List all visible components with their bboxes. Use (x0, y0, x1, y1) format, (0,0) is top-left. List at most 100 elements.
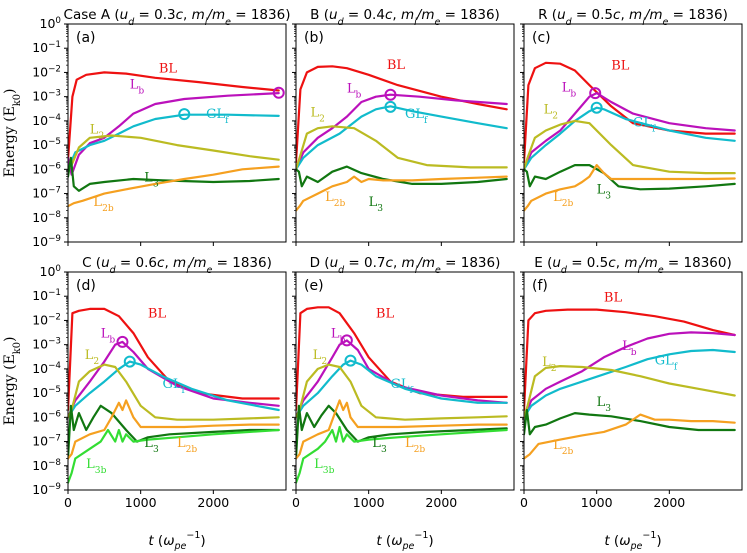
series-label-BL: BL (148, 307, 167, 322)
panel-letter: (b) (304, 30, 324, 46)
series-line-GLf (68, 113, 280, 171)
series-label-Lb: Lb (130, 77, 145, 96)
series-line-L2b (68, 399, 280, 460)
series-line-GLf (68, 360, 280, 419)
series-label-L2b: L2b (93, 195, 113, 214)
series-line-L2b (524, 413, 736, 460)
series-line-BL (68, 307, 280, 412)
chart-panel-3: R (ud = 0.5c, mi/me = 1836) BL Lb GLf L2 L3 L2… (520, 7, 743, 246)
peak-marker-GLf (344, 354, 357, 367)
series-label-Lb: Lb (101, 326, 116, 345)
series-label-Lb: Lb (622, 339, 637, 358)
plot-frame (67, 271, 287, 491)
series-line-L2 (296, 363, 508, 421)
x-axis-label: t (ωpe−1) (604, 530, 661, 552)
y-tick-label: 10−1 (32, 288, 61, 303)
series-line-L3 (524, 408, 736, 436)
series-label-L2b: L2b (325, 190, 345, 209)
y-tick-label: 10−2 (32, 312, 61, 327)
series-label-L2: L2 (313, 348, 327, 367)
series-line-L2b (68, 165, 280, 208)
series-line-L2b (296, 175, 508, 212)
series-label-L3: L3 (144, 436, 159, 455)
y-tick-label: 10−8 (32, 210, 61, 225)
series-label-BL: BL (604, 291, 623, 306)
y-tick-label: 100 (40, 264, 61, 279)
plot-frame (295, 271, 515, 491)
series-line-L2 (524, 365, 736, 419)
x-tick-label: 0 (520, 495, 528, 510)
series-label-BL: BL (159, 61, 178, 76)
series-label-L3b: L3b (314, 457, 334, 476)
plot-frame (523, 23, 743, 243)
series-line-L3 (296, 165, 508, 188)
series-line-L3b (68, 428, 280, 484)
series-label-L3: L3 (597, 395, 612, 414)
series-line-L3b (296, 425, 508, 484)
series-label-L2b: L2b (553, 190, 573, 209)
x-tick-label: 2000 (653, 495, 685, 510)
panel-title: R (ud = 0.5c, mi/me = 1836) (538, 7, 728, 28)
series-line-Lb (296, 93, 508, 171)
x-tick-label: 1000 (125, 495, 157, 510)
series-label-L2b: L2b (177, 436, 197, 455)
series-label-L2: L2 (544, 103, 558, 122)
series-label-Lb: Lb (347, 81, 362, 100)
panel-title: B (ud = 0.4c, mi/me = 1836) (310, 7, 500, 28)
series-label-L2: L2 (85, 348, 99, 367)
y-tick-label: 10−3 (32, 337, 61, 352)
y-tick-label: 10−9 (32, 482, 61, 497)
series-label-GLf: GLf (162, 377, 185, 396)
series-label-L2: L2 (311, 106, 325, 125)
panel-letter: (f) (532, 278, 548, 294)
y-axis-label: Energy (Ek0) (2, 337, 23, 426)
x-tick-label: 1000 (581, 495, 613, 510)
plot-frame (523, 271, 743, 491)
series-line-L3 (68, 156, 280, 192)
series-line-GLf (524, 106, 736, 171)
x-tick-label: 1000 (353, 495, 385, 510)
series-line-Lb (68, 91, 280, 176)
series-label-BL: BL (611, 59, 630, 74)
panel-title: Case A (ud = 0.3c, mi/me = 1836) (64, 7, 291, 28)
peak-marker-Lb (340, 334, 353, 347)
peak-marker-Lb (272, 86, 285, 99)
panel-letter: (e) (304, 278, 324, 294)
y-tick-label: 10−3 (32, 89, 61, 104)
y-axis-label: Energy (Ek0) (2, 89, 23, 178)
series-line-GLf (296, 105, 508, 171)
series-label-L2b: L2b (553, 438, 573, 457)
series-label-GLf: GLf (633, 115, 656, 134)
panel-letter: (a) (76, 30, 96, 46)
series-label-L3b: L3b (86, 457, 106, 476)
peak-marker-Lb (116, 335, 129, 348)
series-label-BL: BL (387, 58, 406, 73)
series-line-L2b (524, 164, 736, 212)
panel-letter: (c) (532, 30, 551, 46)
series-label-L3: L3 (597, 183, 612, 202)
x-tick-label: 2000 (197, 495, 229, 510)
x-axis-label: t (ωpe−1) (376, 530, 433, 552)
series-label-GLf: GLf (405, 107, 428, 126)
y-tick-label: 10−2 (32, 64, 61, 79)
plot-frame (295, 23, 515, 243)
y-tick-label: 10−6 (32, 409, 61, 424)
series-line-Lb (68, 340, 280, 419)
panel-letter: (d) (76, 278, 96, 294)
y-tick-label: 10−7 (32, 186, 61, 201)
panel-title: D (ud = 0.7c, mi/me = 1836) (310, 255, 501, 276)
x-tick-label: 0 (292, 495, 300, 510)
y-tick-label: 100 (40, 16, 61, 31)
chart-panel-5: D (ud = 0.7c, mi/me = 1836) BL Lb GLf L2 L3 L2… (292, 255, 515, 510)
series-line-L3 (68, 404, 280, 460)
series-label-GLf: GLf (655, 354, 678, 373)
y-tick-label: 10−5 (32, 385, 61, 400)
y-tick-label: 10−7 (32, 434, 61, 449)
series-line-L3 (524, 164, 736, 191)
series-line-Lb (524, 91, 736, 171)
series-label-Lb: Lb (562, 81, 577, 100)
axis-labels: t (ωpe−1) t (ωpe−1) t (ωpe−1) Energy (Ek0) E… (2, 89, 662, 552)
series-line-BL (296, 306, 508, 412)
y-tick-label: 10−5 (32, 137, 61, 152)
